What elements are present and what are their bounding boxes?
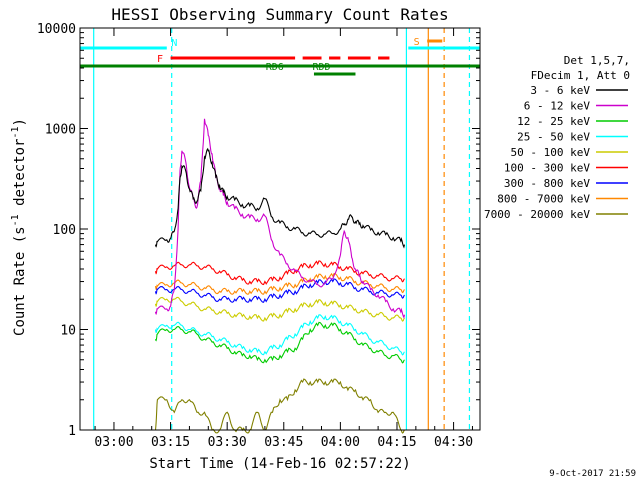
legend-label: 6 - 12 keV [524,100,591,113]
y-tick-label: 10 [60,324,76,339]
flag-label-rd6: RD6 [266,62,284,73]
legend-label: 3 - 6 keV [530,84,590,97]
x-axis: 03:00 03:15 03:30 03:45 04:00 04:15 04:30 [94,28,473,450]
x-tick-label: 04:30 [434,435,473,450]
x-tick-label: 04:15 [377,435,416,450]
legend-label: 25 - 50 keV [517,131,590,144]
x-tick-label: 04:00 [321,435,360,450]
x-tick-label: 03:30 [208,435,247,450]
series-line-800-7000kev [154,272,405,295]
y-tick-label: 1000 [45,123,76,138]
series-line-6-12kev [154,118,406,319]
y-tick-label: 10000 [37,22,76,37]
flag-label-n: N [171,38,177,49]
series-line-25-50kev [154,314,405,356]
plot-frame [79,27,481,431]
legend-label: 7000 - 20000 keV [484,208,590,221]
series-line-50-100kev [154,296,405,322]
x-axis-label: Start Time (14-Feb-16 02:57:22) [149,456,410,472]
y-axis-label: Count Rate (s-1 detector-1) [10,118,28,336]
legend-header: Det 1,5,7, [564,54,630,67]
y-axis: 1 10 100 1000 10000 [37,22,480,439]
legend-label: 300 - 800 keV [504,177,590,190]
series-lines [154,118,406,434]
legend-label: 50 - 100 keV [511,146,591,159]
x-tick-label: 03:15 [151,435,190,450]
legend-label: 100 - 300 keV [504,162,590,175]
flag-label-f: F [157,54,163,65]
x-tick-label: 03:45 [264,435,303,450]
footer-date: 9-Oct-2017 21:59 [549,469,636,479]
y-tick-label: 1 [68,424,76,439]
legend-label: 800 - 7000 keV [497,193,590,206]
chart-title: HESSI Observing Summary Count Rates [111,5,448,24]
series-line-3-6kev [154,147,406,249]
series-line-300-800kev [154,278,405,303]
legend: Det 1,5,7, FDecim 1, Att 0 3 - 6 keV 6 - 12… [484,54,630,221]
vertical-markers [93,28,471,430]
series-line-100-300kev [154,260,405,286]
y-tick-label: 100 [53,223,76,238]
legend-header: FDecim 1, Att 0 [531,69,630,82]
x-tick-label: 03:00 [94,435,133,450]
series-line-7000-20000kev [154,378,405,434]
legend-label: 12 - 25 keV [517,115,590,128]
flag-bars: NFSRDDRD6 [80,37,480,76]
series-line-12-25kev [154,321,405,364]
flag-label-s: S [414,37,420,48]
